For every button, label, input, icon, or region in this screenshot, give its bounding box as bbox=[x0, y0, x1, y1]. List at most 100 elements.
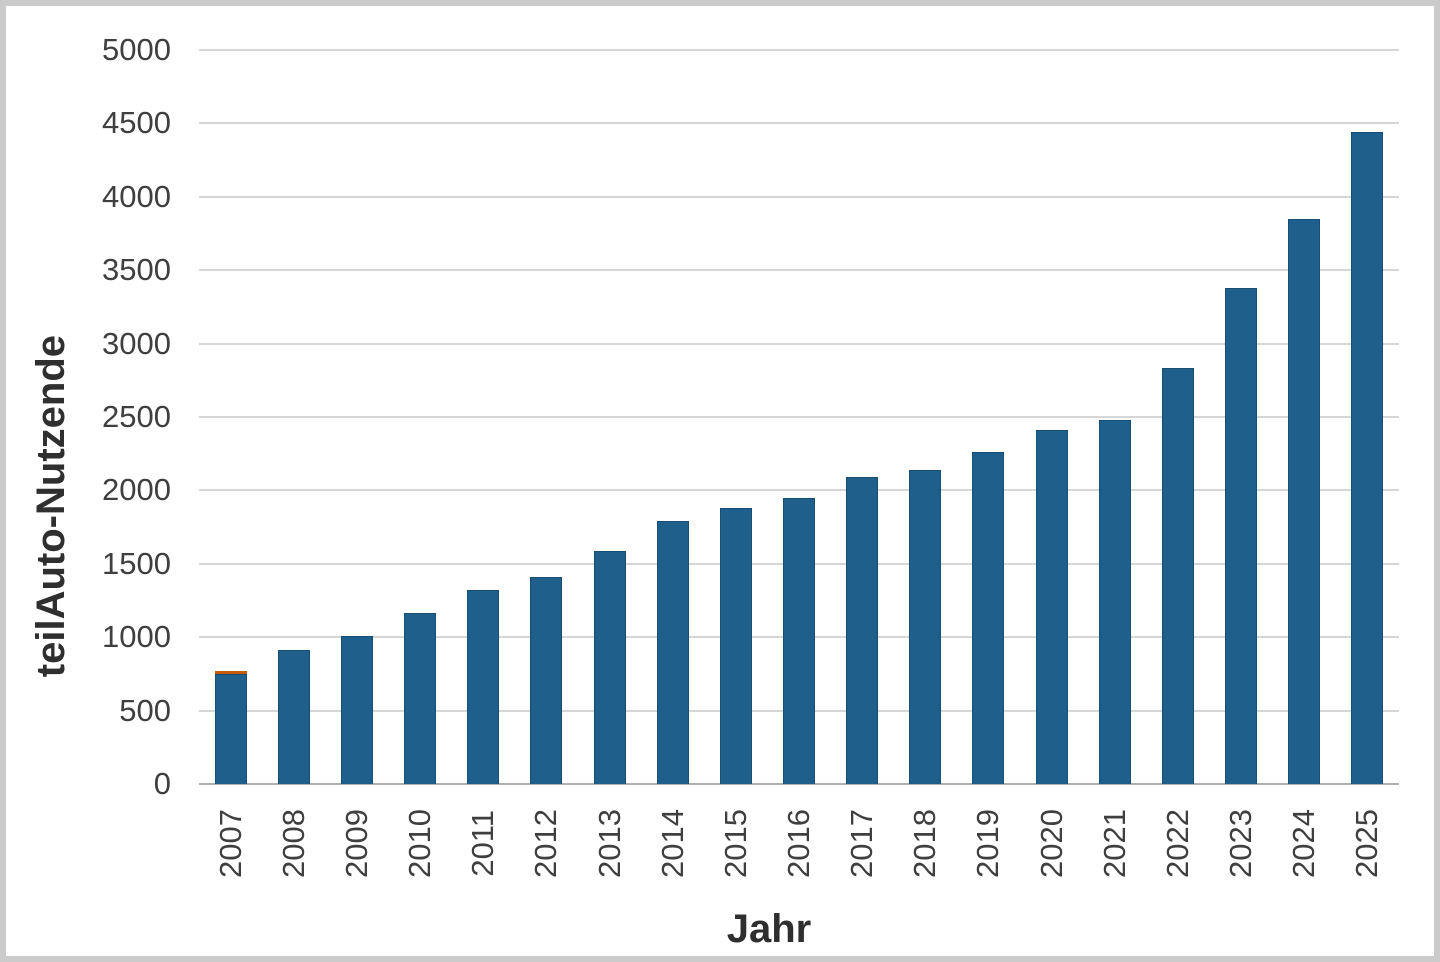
x-tick-text-2007: 2007 bbox=[212, 808, 248, 878]
x-tick-label-2015: 2015 bbox=[716, 797, 756, 889]
x-tick-label-2007: 2007 bbox=[211, 797, 251, 889]
y-tick-label-5000: 5000 bbox=[102, 32, 171, 67]
x-tick-label-2019: 2019 bbox=[968, 797, 1008, 889]
bar-2014-primary-segment bbox=[656, 521, 689, 784]
x-tick-text-2023: 2023 bbox=[1223, 808, 1259, 878]
x-tick-label-2024: 2024 bbox=[1284, 797, 1324, 889]
x-tick-text-2012: 2012 bbox=[528, 808, 564, 878]
bar-2009-primary-segment bbox=[340, 635, 373, 784]
x-axis-title-label: Jahr bbox=[726, 907, 812, 951]
bar-2017-primary-segment bbox=[846, 477, 879, 784]
bar-2016 bbox=[783, 497, 815, 784]
bar-2019-primary-segment bbox=[972, 452, 1005, 784]
gridline-2000 bbox=[199, 489, 1399, 492]
gridline-2500 bbox=[199, 416, 1399, 418]
x-tick-label-2023: 2023 bbox=[1221, 797, 1261, 889]
y-tick-label-500: 500 bbox=[119, 692, 171, 728]
bar-2016-primary-segment bbox=[783, 497, 815, 784]
y-tick-label-3500: 3500 bbox=[102, 252, 171, 288]
bar-2024 bbox=[1288, 218, 1321, 784]
bar-2010 bbox=[404, 612, 437, 784]
x-tick-text-2019: 2019 bbox=[970, 808, 1006, 878]
bar-2022-primary-segment bbox=[1161, 367, 1194, 784]
x-tick-text-2014: 2014 bbox=[654, 808, 690, 878]
bar-2025-primary-segment bbox=[1351, 132, 1384, 784]
bar-2013 bbox=[593, 550, 626, 784]
x-tick-label-2014: 2014 bbox=[653, 797, 693, 889]
x-tick-text-2009: 2009 bbox=[338, 808, 374, 878]
x-tick-label-2022: 2022 bbox=[1158, 797, 1198, 889]
y-tick-label-3000: 3000 bbox=[102, 325, 171, 361]
bar-2013-primary-segment bbox=[593, 550, 626, 784]
bar-2008-primary-segment bbox=[277, 649, 310, 784]
bar-2015-primary-segment bbox=[719, 508, 752, 784]
x-tick-label-2011: 2011 bbox=[463, 797, 503, 889]
bar-2009 bbox=[340, 635, 373, 784]
bar-2024-primary-segment bbox=[1288, 218, 1321, 784]
x-axis-title: Jahr bbox=[169, 907, 1369, 952]
gridline-4000 bbox=[199, 195, 1399, 198]
bar-2023-primary-segment bbox=[1225, 287, 1258, 784]
x-tick-text-2018: 2018 bbox=[907, 808, 943, 878]
x-tick-label-2010: 2010 bbox=[400, 797, 440, 889]
x-tick-text-2013: 2013 bbox=[591, 808, 627, 878]
bar-2018-primary-segment bbox=[909, 469, 942, 784]
bar-2017 bbox=[846, 477, 879, 784]
bar-2025 bbox=[1351, 132, 1384, 784]
x-tick-text-2024: 2024 bbox=[1286, 808, 1322, 878]
x-tick-text-2016: 2016 bbox=[781, 808, 816, 878]
bar-2018 bbox=[909, 469, 942, 784]
bar-2014 bbox=[656, 521, 689, 784]
bar-2021 bbox=[1098, 419, 1131, 784]
gridline-3000 bbox=[199, 342, 1399, 345]
x-tick-text-2022: 2022 bbox=[1159, 808, 1195, 878]
x-tick-label-2017: 2017 bbox=[842, 797, 882, 889]
bar-2019 bbox=[972, 452, 1005, 784]
plot-area bbox=[199, 49, 1399, 785]
bar-2020 bbox=[1035, 430, 1068, 784]
x-tick-text-2020: 2020 bbox=[1033, 808, 1069, 878]
bar-2007 bbox=[214, 670, 247, 784]
x-tick-text-2010: 2010 bbox=[402, 808, 438, 878]
bar-2010-primary-segment bbox=[404, 612, 437, 784]
bar-2007-primary-segment bbox=[214, 673, 247, 784]
x-tick-text-2025: 2025 bbox=[1349, 808, 1385, 878]
bar-2023 bbox=[1225, 287, 1258, 784]
bar-2020-primary-segment bbox=[1035, 430, 1068, 784]
y-tick-label-2000: 2000 bbox=[102, 472, 171, 508]
bar-2015 bbox=[719, 508, 752, 784]
bar-2021-primary-segment bbox=[1098, 419, 1131, 784]
gridline-4500 bbox=[199, 122, 1399, 125]
x-tick-label-2008: 2008 bbox=[274, 797, 314, 889]
bar-2011 bbox=[467, 590, 500, 784]
y-tick-label-2500: 2500 bbox=[102, 399, 171, 434]
y-tick-label-4500: 4500 bbox=[102, 105, 171, 141]
x-tick-label-2009: 2009 bbox=[337, 797, 377, 889]
bar-2022 bbox=[1161, 367, 1194, 784]
x-tick-label-2016: 2016 bbox=[779, 797, 819, 889]
x-tick-text-2008: 2008 bbox=[275, 808, 311, 878]
x-tick-label-2012: 2012 bbox=[526, 797, 566, 889]
y-tick-label-1000: 1000 bbox=[102, 619, 171, 655]
y-tick-label-1500: 1500 bbox=[102, 545, 171, 581]
gridline-5000 bbox=[199, 49, 1399, 51]
x-tick-label-2018: 2018 bbox=[905, 797, 945, 889]
x-tick-label-2013: 2013 bbox=[590, 797, 630, 889]
x-tick-text-2017: 2017 bbox=[844, 808, 880, 878]
x-axis-line bbox=[199, 783, 1399, 785]
bar-2008 bbox=[277, 649, 310, 784]
bar-2012-primary-segment bbox=[530, 577, 563, 784]
x-tick-label-2025: 2025 bbox=[1347, 797, 1387, 889]
bar-2007-orange-cap-segment bbox=[214, 670, 247, 674]
x-tick-text-2015: 2015 bbox=[717, 808, 753, 878]
gridline-3500 bbox=[199, 269, 1399, 272]
y-tick-label-4000: 4000 bbox=[102, 178, 171, 214]
bar-2011-primary-segment bbox=[467, 590, 500, 784]
x-tick-label-2021: 2021 bbox=[1095, 797, 1135, 889]
y-tick-label-0: 0 bbox=[153, 766, 171, 801]
bar-2012 bbox=[530, 577, 563, 784]
x-tick-text-2021: 2021 bbox=[1096, 808, 1132, 878]
x-tick-text-2011: 2011 bbox=[465, 809, 501, 877]
x-tick-label-2020: 2020 bbox=[1032, 797, 1072, 889]
